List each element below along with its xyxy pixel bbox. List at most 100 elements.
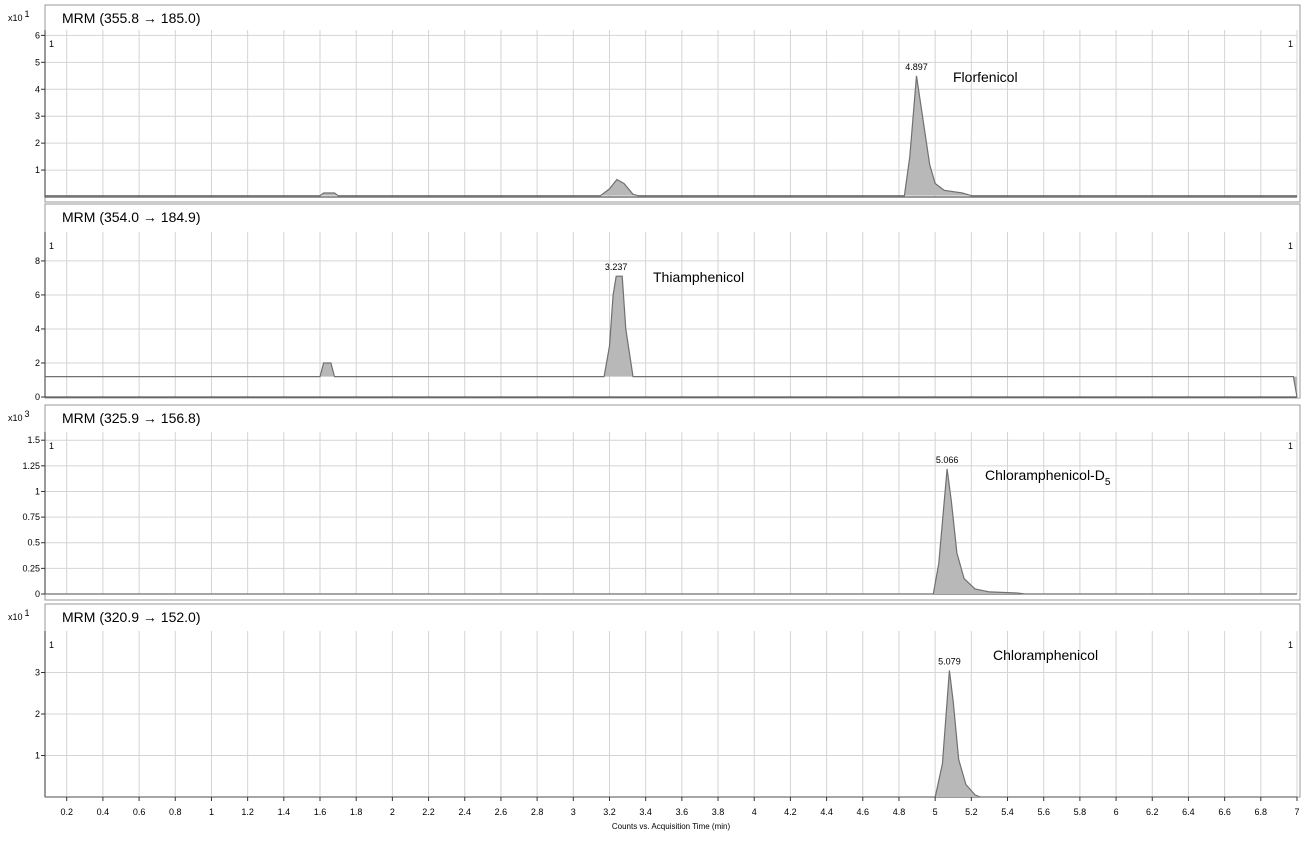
x-tick-label: 2.6 — [495, 807, 508, 817]
y-tick-label: 1 — [35, 751, 40, 761]
y-tick-label: 3 — [35, 668, 40, 678]
x-tick-label: 4.6 — [857, 807, 870, 817]
panel-title: MRM (320.9 → 152.0) — [62, 609, 201, 625]
corner-label: 1 — [1288, 640, 1293, 650]
y-tick-label: 2 — [35, 709, 40, 719]
y-tick-label: 6 — [35, 30, 40, 40]
x-tick-label: 5.6 — [1037, 807, 1050, 817]
y-tick-label: 0 — [35, 589, 40, 599]
corner-label: 1 — [1288, 441, 1293, 451]
x-tick-label: 6.6 — [1218, 807, 1231, 817]
x-tick-label: 0.8 — [169, 807, 182, 817]
x-tick-label: 2.2 — [422, 807, 435, 817]
x-tick-label: 1 — [209, 807, 214, 817]
y-tick-label: 4 — [35, 324, 40, 334]
y-tick-label: 4 — [35, 84, 40, 94]
x-tick-label: 6.8 — [1255, 807, 1268, 817]
y-tick-label: 5 — [35, 57, 40, 67]
corner-label: 1 — [49, 241, 54, 251]
x-tick-label: 4 — [752, 807, 757, 817]
y-scale-exp: 1 — [25, 9, 30, 19]
y-scale-base: x10 — [8, 413, 23, 423]
x-tick-label: 3.2 — [603, 807, 616, 817]
compound-name: Chloramphenicol-D — [985, 467, 1105, 483]
x-tick-label: 3.4 — [639, 807, 652, 817]
y-tick-label: 8 — [35, 256, 40, 266]
trace-line — [45, 670, 1297, 798]
peak-rt-label: 5.079 — [938, 656, 961, 666]
y-scale-base: x10 — [8, 13, 23, 23]
y-tick-label: 2 — [35, 358, 40, 368]
y-scale: x10 3 — [8, 409, 30, 423]
x-tick-label: 5.8 — [1074, 807, 1087, 817]
corner-label: 1 — [1288, 241, 1293, 251]
x-tick-label: 2 — [390, 807, 395, 817]
corner-label: 1 — [49, 441, 54, 451]
x-tick-label: 6.2 — [1146, 807, 1159, 817]
x-tick-label: 6 — [1114, 807, 1119, 817]
x-tick-label: 1.2 — [241, 807, 254, 817]
corner-label: 1 — [49, 640, 54, 650]
y-tick-label: 1 — [35, 165, 40, 175]
compound-label: Chloramphenicol — [993, 647, 1098, 663]
compound-name: Thiamphenicol — [653, 269, 744, 285]
trace-line — [45, 75, 1297, 197]
y-tick-label: 0.5 — [27, 538, 40, 548]
y-tick-label: 0.25 — [22, 563, 40, 573]
peak-rt-label: 3.237 — [605, 262, 628, 272]
x-tick-label: 0.2 — [60, 807, 73, 817]
y-tick-label: 6 — [35, 290, 40, 300]
y-tick-label: 0.75 — [22, 512, 40, 522]
y-tick-label: 1.25 — [22, 461, 40, 471]
compound-subscript: 5 — [1105, 477, 1111, 488]
x-tick-label: 7 — [1294, 807, 1299, 817]
x-tick-label: 4.2 — [784, 807, 797, 817]
corner-label: 1 — [49, 39, 54, 49]
peak-area — [45, 75, 1297, 196]
compound-name: Florfenicol — [953, 69, 1018, 85]
x-tick-label: 5.4 — [1001, 807, 1014, 817]
y-tick-label: 3 — [35, 111, 40, 121]
compound-label: Florfenicol — [953, 69, 1018, 85]
panel-frame — [44, 603, 1301, 798]
peak-area — [45, 670, 1297, 797]
x-tick-label: 3 — [571, 807, 576, 817]
peak-rt-label: 4.897 — [905, 62, 928, 72]
y-tick-label: 1.5 — [27, 435, 40, 445]
panel-title: MRM (354.0 → 184.9) — [62, 209, 201, 225]
trace-line — [45, 275, 1298, 398]
corner-label: 1 — [1288, 39, 1293, 49]
x-tick-label: 0.6 — [133, 807, 146, 817]
compound-name: Chloramphenicol — [993, 647, 1098, 663]
trace-line — [45, 468, 1297, 595]
x-tick-label: 3.8 — [712, 807, 725, 817]
x-tick-label: 6.4 — [1182, 807, 1195, 817]
panel-title: MRM (355.8 → 185.0) — [62, 10, 201, 26]
x-tick-label: 2.4 — [458, 807, 471, 817]
peak-area — [45, 276, 1297, 397]
x-axis-title: Counts vs. Acquisition Time (min) — [612, 822, 731, 831]
x-tick-label: 5.2 — [965, 807, 978, 817]
compound-label: Thiamphenicol — [653, 269, 744, 285]
y-scale: x10 1 — [8, 9, 30, 23]
x-tick-label: 1.6 — [314, 807, 327, 817]
compound-label: Chloramphenicol-D5 — [985, 467, 1111, 488]
x-tick-label: 0.4 — [97, 807, 110, 817]
x-tick-label: 5 — [933, 807, 938, 817]
panel-frame — [44, 4, 1301, 203]
x-tick-label: 1.4 — [278, 807, 291, 817]
y-tick-label: 0 — [35, 392, 40, 402]
x-tick-label: 3.6 — [676, 807, 689, 817]
x-tick-label: 2.8 — [531, 807, 544, 817]
y-scale-exp: 3 — [25, 409, 30, 419]
x-tick-label: 1.8 — [350, 807, 363, 817]
y-tick-label: 1 — [35, 486, 40, 496]
peak-rt-label: 5.066 — [936, 455, 959, 465]
panel-frame — [44, 203, 1301, 399]
x-tick-label: 4.8 — [893, 807, 906, 817]
y-tick-label: 2 — [35, 138, 40, 148]
panel-title: MRM (325.9 → 156.8) — [62, 410, 201, 426]
y-scale-exp: 1 — [25, 608, 30, 618]
x-tick-label: 4.4 — [820, 807, 833, 817]
